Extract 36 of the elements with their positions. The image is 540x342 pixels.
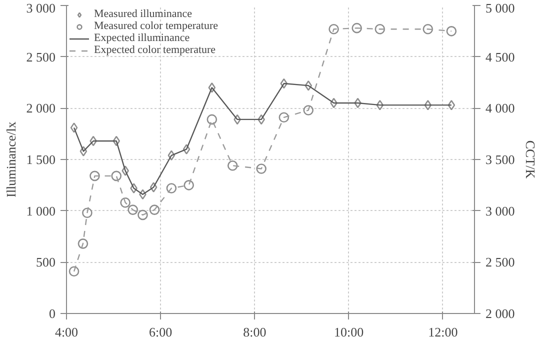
y2-tick-label: 4 500	[486, 49, 515, 64]
legend-label: Expected illuminance	[94, 32, 190, 44]
point	[166, 183, 177, 194]
legend-label: Measured color temperature	[94, 20, 218, 32]
y2-tick-label: 3 500	[486, 152, 515, 167]
y-tick-label: 0	[49, 306, 56, 321]
x-tick-label: 4:00	[54, 324, 78, 340]
legend-label: Measured illuminance	[94, 8, 192, 20]
y2-tick-label: 3 000	[486, 203, 515, 218]
x-tick-label: 6:00	[149, 324, 172, 340]
y-tick-label: 1 500	[26, 152, 56, 167]
point	[68, 266, 80, 277]
y-tick-label: 2 500	[26, 49, 56, 64]
y-tick-label: 1 000	[26, 203, 56, 218]
point	[446, 26, 457, 36]
legend-label: Expected color temperature	[94, 44, 216, 56]
x-tick-label: 8:00	[243, 324, 266, 340]
y2-tick-label: 2 000	[486, 306, 515, 321]
y-tick-label: 3 000	[26, 0, 56, 16]
y2-axis-title: CCT/K	[522, 140, 538, 180]
point	[184, 180, 194, 190]
x-tick-label: 10:00	[334, 324, 364, 340]
y-tick-label: 500	[36, 254, 56, 270]
point	[374, 24, 386, 34]
point	[278, 112, 290, 123]
point	[227, 160, 238, 171]
y2-tick-label: 2 500	[486, 254, 515, 270]
y-axis-title: Illuminance/lx	[3, 121, 18, 198]
point	[111, 170, 122, 182]
point	[206, 114, 218, 125]
y2-tick-label: 4 000	[486, 100, 515, 116]
y-tick-label: 2 000	[26, 100, 56, 116]
y2-tick-label: 5 000	[486, 0, 515, 16]
point	[78, 238, 88, 249]
x-tick-label: 12:00	[428, 324, 458, 340]
point	[82, 208, 92, 218]
